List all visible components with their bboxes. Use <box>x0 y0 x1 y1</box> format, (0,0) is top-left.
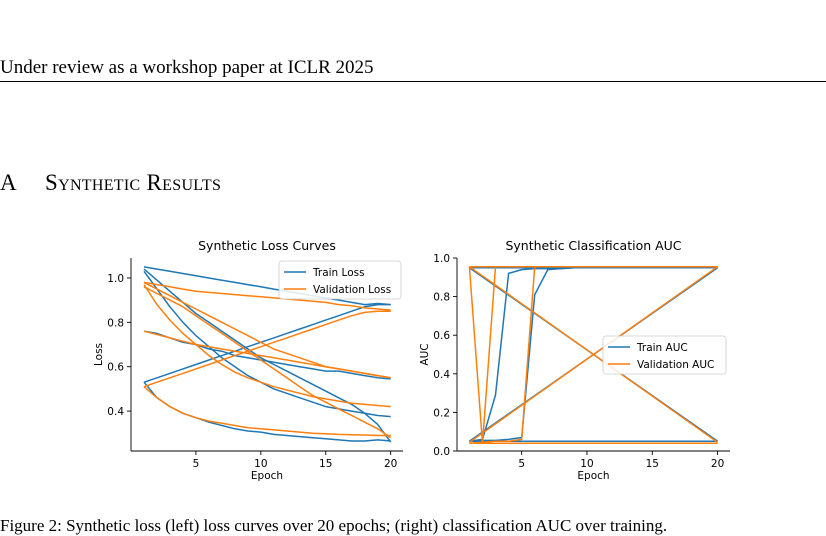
y-tick-label: 0.2 <box>433 407 450 419</box>
series-line-validation-7 <box>143 281 391 311</box>
y-axis-label: Loss <box>93 343 105 366</box>
y-tick-label: 0.8 <box>433 292 450 304</box>
series-line-validation-11 <box>143 330 391 379</box>
legend-entry-validation: Validation Loss <box>313 284 391 296</box>
chart-title: Synthetic Classification AUC <box>505 238 681 253</box>
y-tick-label: 0.8 <box>107 317 124 329</box>
series-line-validation-9 <box>143 284 391 408</box>
y-tick-label: 1.0 <box>107 273 124 285</box>
figure-caption: Figure 2: Synthetic loss (left) loss cur… <box>0 516 668 535</box>
x-tick-label: 10 <box>580 458 593 470</box>
series-line-train-4 <box>143 330 391 380</box>
x-tick-label: 5 <box>518 458 525 470</box>
x-tick-label: 20 <box>711 458 724 470</box>
series-line-validation-10 <box>468 266 719 443</box>
x-tick-label: 10 <box>254 458 267 470</box>
header-rule <box>0 81 826 82</box>
legend-entry-validation: Validation AUC <box>637 359 714 371</box>
chart-2: 5 10 15 20 0.0 0.2 0.4 0.6 0.8 1.0 Synthetic Class… <box>419 238 730 482</box>
x-tick-label: 15 <box>319 458 332 470</box>
y-tick-label: 0.4 <box>107 406 124 418</box>
legend: Train Loss Validation Loss <box>278 260 402 300</box>
y-tick-label: 0.6 <box>433 330 450 342</box>
figure-2: 5 10 15 20 0.4 0.6 0.8 1.0 Synthetic Loss Curves… <box>93 238 730 482</box>
series-line-validation-10 <box>143 286 392 439</box>
series-line-train-6 <box>469 266 718 443</box>
series-line-train-3 <box>143 270 391 418</box>
x-axis-label: Epoch <box>251 470 283 482</box>
section-heading: A Synthetic Results <box>0 170 221 196</box>
series-line-validation-12 <box>469 265 718 445</box>
legend-box <box>602 335 727 375</box>
y-tick-label: 0.6 <box>107 362 124 374</box>
x-tick-label: 20 <box>384 458 397 470</box>
chart-1: 5 10 15 20 0.4 0.6 0.8 1.0 Synthetic Loss Curves… <box>93 238 403 482</box>
legend-entry-train: Train Loss <box>312 267 365 279</box>
running-header: Under review as a workshop paper at ICLR… <box>0 57 374 78</box>
legend-box <box>278 260 402 300</box>
series-line-validation-12 <box>143 310 391 388</box>
chart-title: Synthetic Loss Curves <box>198 238 336 253</box>
x-tick-label: 15 <box>646 458 659 470</box>
legend: Train AUC Validation AUC <box>602 335 727 375</box>
series-line-train-1 <box>143 266 391 306</box>
series-line-train-5 <box>143 303 391 383</box>
series-line-validation-13 <box>143 386 391 437</box>
section-number: A <box>0 170 17 195</box>
section-title: Synthetic Results <box>45 170 222 195</box>
y-tick-label: 0.4 <box>433 369 450 381</box>
y-tick-label: 1.0 <box>433 253 450 265</box>
y-axis-label: AUC <box>419 343 431 365</box>
x-axis-label: Epoch <box>577 470 609 482</box>
y-tick-label: 0.0 <box>433 446 450 458</box>
x-tick-label: 5 <box>193 458 200 470</box>
legend-entry-train: Train AUC <box>636 342 688 354</box>
